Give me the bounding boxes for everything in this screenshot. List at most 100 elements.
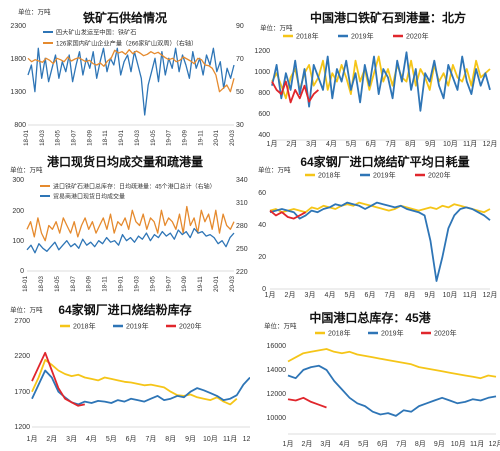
x-tick-label: 20-03 bbox=[229, 130, 236, 146]
chart-unit: 单位：万吨 bbox=[258, 165, 291, 174]
x-tick-label: 3月 bbox=[320, 440, 331, 448]
y-tick-label: 800 bbox=[258, 90, 270, 97]
plot-area: 18-01 18-03 18-05 18-07 18-09 18-11 19-01 19-03… bbox=[22, 205, 236, 292]
x-tick-label: 19-11 bbox=[197, 130, 204, 146]
plot-area: 1月 2月 3月 4月 5月 6月 7月 8月 9月 10月 11月 12月 bbox=[283, 348, 500, 448]
series-line bbox=[26, 227, 235, 254]
x-tick-label: 19-03 bbox=[134, 130, 141, 146]
chart-sinter-consumption: 64家钢厂进口烧结矿平均日耗量 单位：万吨 2018年 2019年 2020年 … bbox=[258, 154, 497, 299]
y-tick-labels: 2700 2200 1700 1200 bbox=[14, 318, 30, 431]
legend-label: 2020年 bbox=[428, 171, 451, 180]
x-tick-label: 4月 bbox=[326, 140, 337, 148]
legend-item: 2020年 bbox=[393, 32, 429, 41]
series-line bbox=[287, 396, 327, 409]
x-tick-label: 3月 bbox=[305, 291, 316, 299]
y-left-tick-labels: 300 200 100 0 bbox=[12, 177, 24, 275]
x-tick-label: 19-07 bbox=[166, 130, 173, 146]
chart-title: 港口现货日均成交量和疏港量 bbox=[47, 154, 203, 169]
y-tick-label: 20 bbox=[258, 254, 266, 261]
legend-label: 2019年 bbox=[351, 32, 374, 41]
x-tick-label: 18-11 bbox=[102, 276, 109, 292]
x-tick-label: 4月 bbox=[325, 291, 336, 299]
y-tick-label: 800 bbox=[14, 122, 26, 129]
y-right-tick-labels: 340 310 280 250 220 bbox=[236, 177, 248, 276]
x-tick-label: 10月 bbox=[443, 291, 458, 299]
y-tick-label: 60 bbox=[258, 190, 266, 197]
x-tick-label: 19-05 bbox=[149, 276, 156, 292]
x-tick-label: 6月 bbox=[365, 291, 376, 299]
y-tick-label: 310 bbox=[236, 200, 248, 207]
x-tick-label: 19-01 bbox=[118, 130, 125, 146]
y-tick-label: 50 bbox=[236, 89, 244, 96]
x-tick-label: 5月 bbox=[358, 440, 369, 448]
y-tick-label: 1200 bbox=[254, 48, 270, 55]
series-line bbox=[31, 351, 85, 407]
x-tick-label: 6月 bbox=[366, 140, 377, 148]
x-tick-label: 9月 bbox=[425, 291, 436, 299]
y-tick-label: 0 bbox=[262, 286, 266, 293]
y-tick-label: 2200 bbox=[14, 353, 30, 360]
legend-item: 2018年 bbox=[283, 32, 319, 41]
y-tick-label: 70 bbox=[236, 56, 244, 63]
x-tick-label: 3月 bbox=[66, 435, 77, 443]
series-line bbox=[27, 49, 235, 93]
y-tick-label: 1300 bbox=[10, 89, 26, 96]
legend-label: 贸易商港口现货日均成交量 bbox=[53, 193, 125, 201]
x-tick-label: 11月 bbox=[470, 440, 484, 448]
y-tick-label: 12000 bbox=[267, 391, 287, 398]
chart-unit: 单位：万吨 bbox=[260, 23, 293, 32]
y-tick-labels: 1200 1000 800 600 400 bbox=[254, 48, 270, 139]
chart-supply: 铁矿石供给情况 单位：万吨 四大矿山发运至中国：铁矿石 126家国内矿山企业产量… bbox=[10, 7, 244, 146]
x-tick-label: 19-09 bbox=[181, 130, 188, 146]
x-tick-label: 6月 bbox=[377, 440, 388, 448]
x-tick-label: 6月 bbox=[126, 435, 137, 443]
legend-label: 126家国内矿山企业产量（266家矿山双周）（右轴） bbox=[56, 40, 197, 48]
y-right-tick-labels: 90 70 50 30 bbox=[236, 23, 244, 129]
legend-label: 2018年 bbox=[318, 171, 341, 180]
series-line bbox=[27, 47, 235, 116]
x-tick-label: 11月 bbox=[223, 435, 237, 443]
x-tick-label: 8月 bbox=[405, 291, 416, 299]
x-tick-label: 10月 bbox=[443, 140, 458, 148]
x-tick-label: 18-03 bbox=[39, 130, 46, 146]
series-line bbox=[269, 201, 491, 282]
x-tick-label: 12月 bbox=[243, 435, 250, 443]
y-tick-label: 2300 bbox=[10, 23, 26, 30]
legend-item: 贸易商港口现货日均成交量 bbox=[40, 193, 125, 201]
x-tick-label: 18-01 bbox=[22, 276, 29, 292]
x-tick-label: 19-11 bbox=[197, 276, 204, 292]
x-tick-label: 8月 bbox=[415, 440, 426, 448]
x-tick-label: 10月 bbox=[451, 440, 466, 448]
series-line bbox=[31, 359, 238, 406]
y-tick-label: 0 bbox=[20, 268, 24, 275]
y-tick-label: 40 bbox=[258, 222, 266, 229]
x-tick-label: 18-07 bbox=[71, 130, 78, 146]
x-tick-label: 19-01 bbox=[118, 276, 125, 292]
legend-item: 2020年 bbox=[166, 322, 202, 331]
legend-item: 2019年 bbox=[113, 322, 149, 331]
x-tick-label: 9月 bbox=[434, 440, 445, 448]
x-tick-label: 7月 bbox=[145, 435, 156, 443]
x-tick-label: 18-09 bbox=[86, 130, 93, 146]
series-line bbox=[271, 55, 491, 100]
x-tick-label: 7月 bbox=[385, 140, 396, 148]
legend-label: 2020年 bbox=[179, 322, 202, 331]
legend-item: 进口铁矿石港口总库存：日均疏港量：45个港口总计（右轴） bbox=[40, 183, 216, 191]
x-tick-label: 19-03 bbox=[133, 276, 140, 292]
x-tick-label: 1月 bbox=[27, 435, 38, 443]
legend-label: 2020年 bbox=[434, 329, 457, 338]
series-line bbox=[287, 348, 497, 380]
plot-area: 1月 2月 3月 4月 5月 6月 7月 8月 9月 10月 11月 12月 bbox=[265, 201, 497, 299]
chart-title: 64家钢厂进口烧结粉库存 bbox=[58, 302, 191, 317]
chart-title: 64家钢厂进口烧结矿平均日耗量 bbox=[300, 154, 469, 169]
legend-label: 2019年 bbox=[381, 329, 404, 338]
plot-area: 1月 2月 3月 4月 5月 6月 7月 8月 9月 10月 11月 12月 bbox=[267, 51, 497, 148]
x-tick-label: 9月 bbox=[425, 140, 436, 148]
legend-label: 2018年 bbox=[328, 329, 351, 338]
y-tick-label: 2700 bbox=[14, 318, 30, 325]
legend-item: 2019年 bbox=[360, 171, 396, 180]
chart-spot-volume: 港口现货日均成交量和疏港量 单位：万吨 进口铁矿石港口总库存：日均疏港量：45个… bbox=[10, 154, 248, 292]
legend-item: 2018年 bbox=[315, 329, 351, 338]
y-tick-label: 16000 bbox=[267, 343, 287, 350]
x-tick-label: 18-05 bbox=[54, 276, 61, 292]
